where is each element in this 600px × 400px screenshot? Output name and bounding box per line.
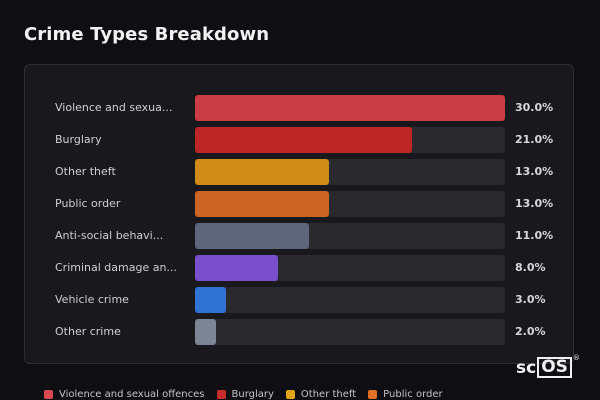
- bar-row: Criminal damage an... 8.0%: [25, 255, 575, 281]
- bar[interactable]: [195, 287, 226, 313]
- bar-label: Burglary: [55, 133, 102, 146]
- bar-value-label: 2.0%: [515, 325, 546, 338]
- bar-value-label: 30.0%: [515, 101, 554, 114]
- brand-reg: ®: [572, 353, 580, 362]
- bar-label: Other theft: [55, 165, 116, 178]
- bar-track: [195, 95, 505, 121]
- legend-label: Public order: [383, 388, 443, 400]
- bar[interactable]: [195, 127, 412, 153]
- legend-swatch: [44, 389, 53, 399]
- bar-track: [195, 191, 505, 217]
- chart-card: Violence and sexua... 30.0% Burglary 21.0% O…: [24, 64, 574, 364]
- legend: Violence and sexual offences Burglary Othe…: [44, 387, 455, 400]
- bar[interactable]: [195, 95, 505, 121]
- bar-value-label: 3.0%: [515, 293, 546, 306]
- bar-value-label: 13.0%: [515, 165, 554, 178]
- bar-label: Vehicle crime: [55, 293, 129, 306]
- bar-track: [195, 319, 505, 345]
- bar-track: [195, 287, 505, 313]
- bar[interactable]: [195, 319, 216, 345]
- bar-row: Other theft 13.0%: [25, 159, 575, 185]
- bar[interactable]: [195, 191, 329, 217]
- bar[interactable]: [195, 223, 309, 249]
- legend-item[interactable]: Burglary: [216, 388, 274, 400]
- bar-label: Public order: [55, 197, 121, 210]
- bar-row: Violence and sexua... 30.0%: [25, 95, 575, 121]
- brand-prefix: sc: [516, 357, 537, 378]
- legend-item[interactable]: Public order: [368, 388, 443, 400]
- bar-label: Other crime: [55, 325, 121, 338]
- bar-value-label: 11.0%: [515, 229, 554, 242]
- bar-row: Burglary 21.0%: [25, 127, 575, 153]
- legend-swatch: [285, 389, 295, 399]
- bar[interactable]: [195, 159, 329, 185]
- bar-row: Anti-social behavi... 11.0%: [25, 223, 575, 249]
- bar-track: [195, 255, 505, 281]
- bar-value-label: 13.0%: [515, 197, 554, 210]
- bar-row: Public order 13.0%: [25, 191, 575, 217]
- bar-row: Other crime 2.0%: [25, 319, 575, 345]
- bar[interactable]: [195, 255, 278, 281]
- legend-label: Violence and sexual offences: [59, 388, 205, 400]
- bar-label: Anti-social behavi...: [55, 229, 164, 242]
- chart-title: Crime Types Breakdown: [24, 24, 270, 45]
- bar-track: [195, 223, 505, 249]
- legend-swatch: [216, 389, 226, 399]
- legend-label: Other theft: [300, 388, 357, 400]
- brand-boxed: OS: [537, 357, 572, 378]
- bar-row: Vehicle crime 3.0%: [25, 287, 575, 313]
- bar-track: [195, 159, 505, 185]
- legend-item[interactable]: Other theft: [285, 388, 357, 400]
- brand-logo: sc OS ®: [516, 353, 580, 378]
- bar-label: Criminal damage an...: [55, 261, 177, 274]
- bar-value-label: 8.0%: [515, 261, 546, 274]
- legend-label: Burglary: [231, 388, 274, 400]
- bar-track: [195, 127, 505, 153]
- legend-item[interactable]: Violence and sexual offences: [44, 389, 205, 400]
- legend-swatch: [368, 389, 378, 399]
- bar-label: Violence and sexua...: [55, 101, 173, 114]
- bar-value-label: 21.0%: [515, 133, 554, 146]
